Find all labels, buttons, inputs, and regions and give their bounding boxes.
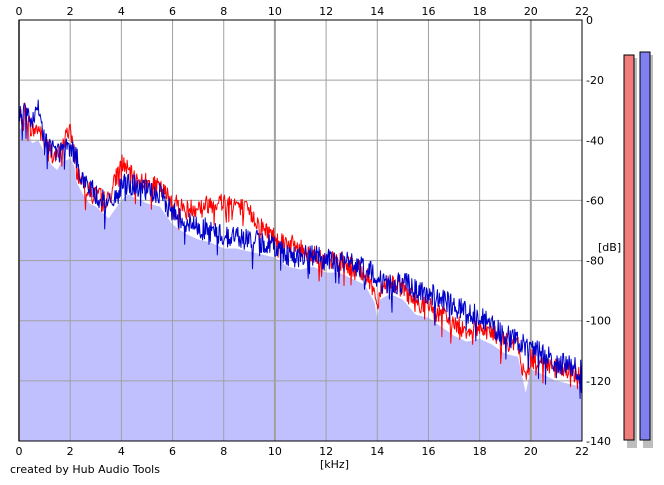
y-tick-label-3: -60 [586,194,604,207]
x-tick-label-top-5: 10 [268,5,282,18]
x-tick-label-bottom-11: 22 [575,445,589,458]
x-axis-label: [kHz] [320,458,349,471]
x-tick-label-bottom-10: 20 [524,445,538,458]
y-axis-label: [dB] [598,241,621,254]
x-tick-label-top-10: 20 [524,5,538,18]
x-tick-label-top-1: 2 [67,5,74,18]
x-tick-label-top-4: 8 [220,5,227,18]
x-tick-label-top-3: 6 [169,5,176,18]
x-tick-label-bottom-6: 12 [319,445,333,458]
x-tick-label-bottom-7: 14 [370,445,384,458]
x-tick-label-bottom-5: 10 [268,445,282,458]
x-tick-label-bottom-3: 6 [169,445,176,458]
x-tick-label-bottom-1: 2 [67,445,74,458]
y-tick-label-4: -80 [586,255,604,268]
x-tick-label-top-8: 16 [421,5,435,18]
y-tick-label-7: -140 [586,435,611,448]
y-tick-label-1: -20 [586,74,604,87]
x-tick-label-top-2: 4 [118,5,125,18]
x-tick-label-bottom-2: 4 [118,445,125,458]
x-tick-label-bottom-4: 8 [220,445,227,458]
x-tick-label-top-6: 12 [319,5,333,18]
series-line-1 [18,99,583,399]
x-tick-label-bottom-9: 18 [473,445,487,458]
axis-layer: 002244668810101212141416161818202022220-… [16,5,611,458]
x-tick-label-bottom-8: 16 [421,445,435,458]
x-tick-label-top-0: 0 [16,5,23,18]
spectrum-floor-fill [19,122,582,442]
meter-blue-bar [639,51,651,441]
level-meters [623,51,653,448]
series-layer [18,99,583,399]
y-tick-label-6: -120 [586,375,611,388]
x-tick-label-bottom-0: 0 [16,445,23,458]
meter-red-bar [623,54,635,441]
footer-credit: created by Hub Audio Tools [10,463,160,476]
y-tick-label-0: 0 [586,14,593,27]
y-tick-label-5: -100 [586,315,611,328]
y-tick-label-2: -40 [586,134,604,147]
x-tick-label-top-11: 22 [575,5,589,18]
x-tick-label-top-9: 18 [473,5,487,18]
fill-layer [19,122,582,442]
x-tick-label-top-7: 14 [370,5,384,18]
plot-frame [18,19,583,442]
